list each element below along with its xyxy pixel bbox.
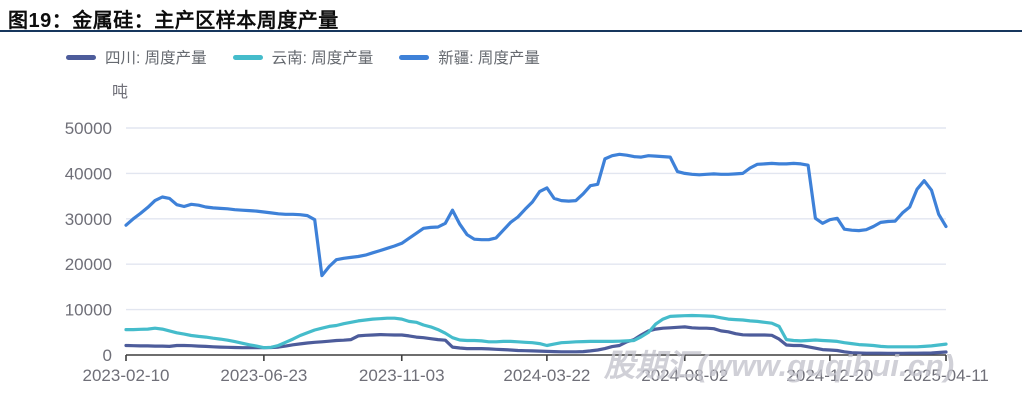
legend-item-0: 四川: 周度产量 <box>66 46 207 68</box>
x-tick-label-2: 2023-11-03 <box>359 366 445 385</box>
legend-label-1: 云南: 周度产量 <box>271 50 374 67</box>
y-axis-unit-label: 吨 <box>112 84 129 101</box>
title-divider <box>0 30 1022 32</box>
x-tick-label-4: 2024-08-02 <box>641 366 728 385</box>
legend-item-2: 新疆: 周度产量 <box>399 46 540 68</box>
chart-legend: 四川: 周度产量 云南: 周度产量 新疆: 周度产量 <box>66 46 566 68</box>
legend-label-2: 新疆: 周度产量 <box>438 50 540 67</box>
legend-swatch-0 <box>66 54 96 60</box>
x-tick-label-0: 2023-02-10 <box>83 366 170 385</box>
figure-title-row: 图19：金属硅：主产区样本周度产量 <box>8 4 339 33</box>
series-line-1 <box>124 313 948 350</box>
legend-swatch-2 <box>399 54 430 60</box>
x-tick-label-6: 2025-04-11 <box>903 366 989 385</box>
x-tick-label-1: 2023-06-23 <box>220 366 307 385</box>
legend-item-1: 云南: 周度产量 <box>232 46 374 68</box>
series-line-2 <box>124 152 948 278</box>
x-tick-label-5: 2024-12-20 <box>786 366 873 385</box>
y-tick-label-10000: 10000 <box>65 301 112 320</box>
y-tick-label-0: 0 <box>103 346 112 365</box>
y-tick-label-50000: 50000 <box>65 119 112 138</box>
y-tick-label-20000: 20000 <box>65 255 112 274</box>
x-tick-label-3: 2024-03-22 <box>503 366 590 385</box>
y-tick-label-30000: 30000 <box>65 210 112 229</box>
figure-title: 图19：金属硅：主产区样本周度产量 <box>8 10 339 32</box>
y-tick-label-40000: 40000 <box>65 164 112 183</box>
legend-swatch-1 <box>232 54 263 60</box>
legend-label-0: 四川: 周度产量 <box>105 50 207 67</box>
